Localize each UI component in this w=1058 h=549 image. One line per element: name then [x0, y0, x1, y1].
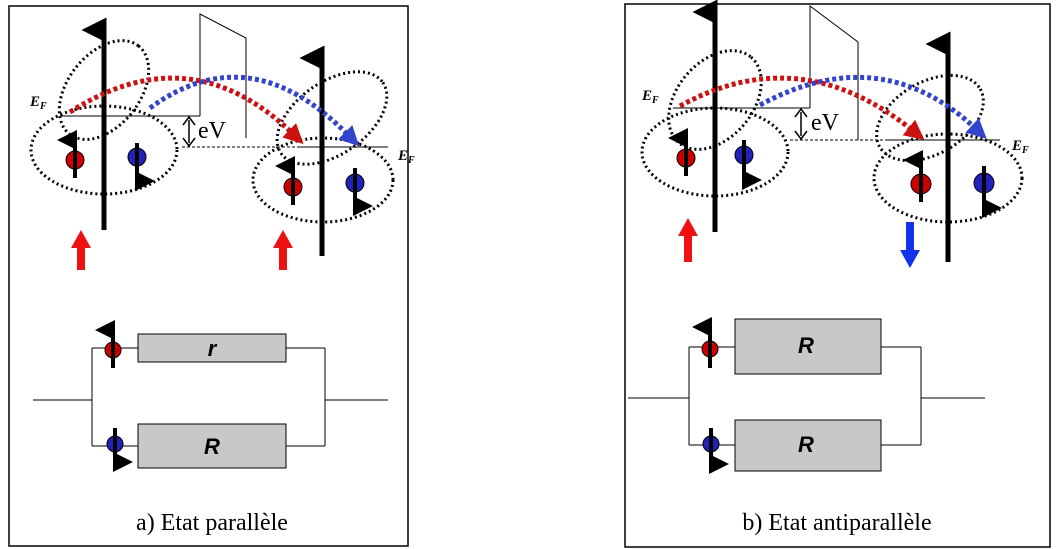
spin-up-electron [668, 128, 696, 176]
resistor-label-bottom: R [204, 434, 220, 459]
spin-up-electron [903, 150, 932, 202]
tunnel-arc-spin-down [148, 74, 360, 147]
tunnel-barrier [809, 5, 859, 140]
spin-down-electron [734, 140, 762, 190]
panel-frame [8, 5, 409, 547]
resistor-label-top: r [208, 336, 218, 361]
ef-label-right: EF [1011, 138, 1029, 156]
magnetization-up-arrow [678, 218, 698, 262]
magnetization-down-arrow [900, 222, 920, 268]
tunnel-arc-spin-up [68, 75, 304, 145]
panel-parallel: EF EF eV [8, 5, 415, 547]
resistor-spin-up [137, 333, 287, 363]
panel-antiparallel: EF EF eV [624, 0, 1051, 548]
magnetization-up-arrow [273, 230, 293, 270]
caption: b) Etat antiparallèle [742, 510, 931, 536]
tunnel-arc-spin-up [678, 75, 925, 141]
spin-down-electron [106, 428, 133, 472]
spin-down-electron [973, 166, 1002, 218]
resistor-spin-down [734, 419, 882, 472]
dos-ellipse [251, 136, 395, 224]
resistor-spin-down [137, 423, 287, 469]
dos-ellipse [875, 73, 985, 163]
spin-down-electron [345, 168, 373, 216]
dos-ellipse [640, 106, 790, 198]
resistor-label-bottom: R [798, 432, 814, 457]
spin-up-electron [692, 317, 719, 368]
caption: a) Etat parallèle [136, 510, 288, 536]
dos-ellipse [872, 132, 1024, 224]
spin-up-electron [275, 156, 303, 205]
ev-label: eV [811, 110, 840, 136]
ef-label-left: EF [29, 94, 47, 112]
ef-label-right: EF [397, 148, 415, 166]
spin-up-electron [95, 320, 122, 368]
resistor-label-top: R [798, 333, 814, 358]
panel-frame [624, 3, 1051, 548]
spin-down-electron [702, 428, 729, 474]
equivalent-circuit [628, 346, 985, 446]
ef-label-left: EF [641, 88, 659, 106]
tunnel-barrier [199, 13, 247, 138]
spin-down-electron [127, 143, 155, 191]
spin-up-electron [57, 130, 85, 178]
ev-label: eV [198, 118, 227, 144]
magnetization-up-arrow [71, 230, 91, 270]
dos-ellipse [29, 104, 179, 196]
resistor-spin-up [734, 318, 882, 375]
